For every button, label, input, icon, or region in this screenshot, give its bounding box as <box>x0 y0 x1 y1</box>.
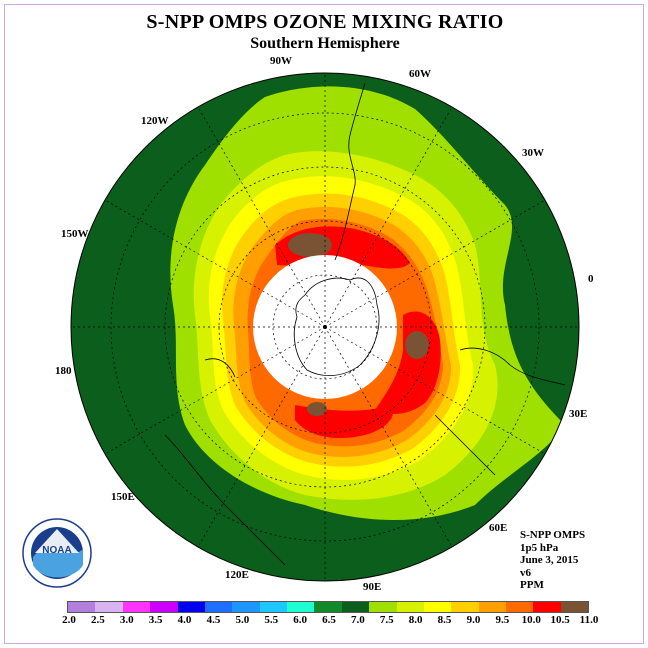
colorbar-tick-label: 3.5 <box>148 614 163 626</box>
lon-label-150w: 150W <box>61 228 89 240</box>
colorbar-segment <box>68 602 96 612</box>
colorbar-segment <box>533 602 561 612</box>
colorbar-tick-label: 7.0 <box>351 614 365 626</box>
info-version: v6 <box>520 566 531 579</box>
ozone-max-north <box>288 233 332 257</box>
noaa-logo: NOAA <box>22 518 92 588</box>
colorbar-segment <box>232 602 260 612</box>
colorbar-tick-label: 4.0 <box>177 614 192 626</box>
colorbar-segment <box>341 602 370 612</box>
colorbar-segment <box>287 602 315 612</box>
colorbar <box>67 601 589 613</box>
colorbar-segment <box>314 602 342 612</box>
colorbar-tick-label: 4.5 <box>206 614 221 626</box>
south-pole-marker <box>323 325 327 329</box>
coastlines <box>164 82 566 566</box>
ozone-max-east <box>405 331 429 359</box>
colorbar-segment <box>478 602 506 612</box>
colorbar-tick-label: 11.0 <box>579 614 599 626</box>
lon-label-0: 0 <box>588 273 594 285</box>
lon-label-30w: 30W <box>522 147 544 159</box>
colorbar-tick-label: 2.0 <box>62 614 76 626</box>
colorbar-segment <box>369 602 397 612</box>
colorbar-tick-label: 3.0 <box>119 614 134 626</box>
lon-label-30e: 30E <box>569 408 588 420</box>
lon-label-150e: 150E <box>111 491 135 503</box>
info-date: June 3, 2015 <box>520 554 579 566</box>
colorbar-segment <box>259 602 287 612</box>
lon-label-120e: 120E <box>225 569 249 581</box>
colorbar-tick-label: 9.0 <box>466 614 481 626</box>
colorbar-segment <box>122 602 151 612</box>
colorbar-tick-label: 8.5 <box>437 614 452 626</box>
colorbar-tick-label: 8.0 <box>408 614 423 626</box>
colorbar-segment <box>423 602 452 612</box>
info-instrument: S-NPP OMPS <box>520 529 586 541</box>
lon-label-120w: 120W <box>141 115 169 127</box>
colorbar-segment <box>177 602 205 612</box>
colorbar-tick-label: 5.5 <box>264 614 279 626</box>
map-title: S-NPP OMPS OZONE MIXING RATIO <box>146 11 504 33</box>
colorbar-tick-label: 2.5 <box>91 614 105 626</box>
colorbar-tick-label: 6.0 <box>293 614 307 626</box>
colorbar-tick-label: 7.5 <box>379 614 394 626</box>
colorbar-tick-label: 10.0 <box>521 614 541 626</box>
colorbar-tick-label: 10.5 <box>550 614 570 626</box>
map-subtitle: Southern Hemisphere <box>250 35 400 52</box>
map-boundary <box>70 72 580 582</box>
colorbar-segment <box>150 602 178 612</box>
colorbar-segment <box>560 602 589 612</box>
lon-label-60e: 60E <box>489 522 508 534</box>
colorbar-segment <box>396 602 424 612</box>
polar-map: NOAA <box>22 72 580 588</box>
lon-label-90w: 90W <box>270 55 292 67</box>
noaa-logo-text: NOAA <box>42 545 71 556</box>
lon-label-90e: 90E <box>363 581 382 593</box>
colorbar-tick-label: 6.5 <box>322 614 336 626</box>
info-units: PPM <box>520 579 544 591</box>
colorbar-tick-label: 5.0 <box>235 614 250 626</box>
ozone-max-south <box>307 402 327 416</box>
colorbar-segment <box>95 602 123 612</box>
map-figure: S-NPP OMPS OZONE MIXING RATIO Southern H… <box>4 4 644 644</box>
lon-label-60w: 60W <box>409 68 431 80</box>
colorbar-segment <box>204 602 233 612</box>
info-level: 1p5 hPa <box>520 541 559 554</box>
colorbar-segment <box>506 602 534 612</box>
lon-label-180: 180 <box>55 365 72 377</box>
graticule <box>71 73 579 581</box>
colorbar-segment <box>451 602 479 612</box>
colorbar-tick-label: 9.5 <box>495 614 510 626</box>
info-block: S-NPP OMPS 1p5 hPa June 3, 2015 v6 PPM <box>520 529 585 592</box>
